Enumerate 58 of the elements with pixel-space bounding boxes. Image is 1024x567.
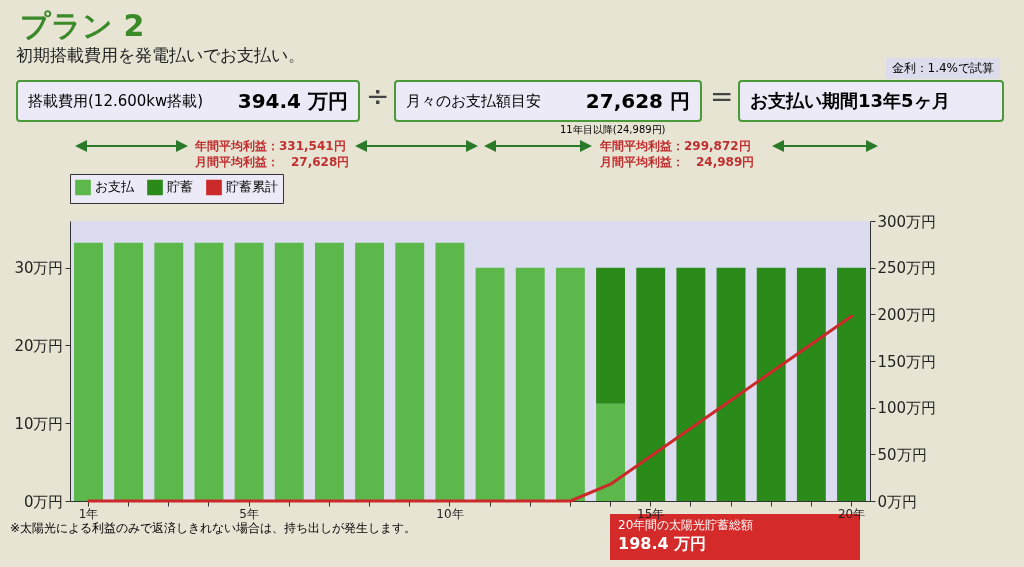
bar xyxy=(274,242,304,501)
bar xyxy=(716,267,746,501)
y-tick-label: 20万円 xyxy=(14,336,64,355)
text: ※太陽光による利益のみで返済しきれない場合は、持ち出しが発生します。 xyxy=(10,520,417,537)
bar xyxy=(555,267,585,501)
bar xyxy=(314,242,344,501)
text: 月間平均利益： 24,989円 xyxy=(600,154,755,171)
text: 月間平均利益： 27,628円 xyxy=(195,154,350,171)
text: ÷ xyxy=(366,80,390,113)
text: 年間平均利益：299,872円 xyxy=(600,138,751,155)
y2-tick-label: 300万円 xyxy=(877,212,937,231)
legend-label: 貯蓄累計 xyxy=(226,179,278,195)
bar xyxy=(796,267,826,501)
text: 394.4 万円 xyxy=(237,87,348,115)
bar xyxy=(395,242,425,501)
x-tick-label: 1年 xyxy=(78,506,99,521)
x-tick-label: 5年 xyxy=(239,506,259,521)
bar xyxy=(234,242,264,501)
text: 198.4 万円 xyxy=(618,534,708,555)
chart-subtitle: 初期搭載費用を発電払いでお支払い。 xyxy=(16,44,305,67)
bar xyxy=(114,242,144,501)
bar xyxy=(676,267,706,501)
bar xyxy=(837,267,866,501)
bar xyxy=(74,242,103,501)
chart-title: プラン 2 xyxy=(20,8,145,43)
text: = xyxy=(710,80,734,113)
y-tick-label: 30万円 xyxy=(14,259,64,278)
y-tick-label: 10万円 xyxy=(14,414,64,433)
y2-tick-label: 150万円 xyxy=(877,352,937,371)
bar xyxy=(515,267,545,501)
text: 11年目以降(24,989円) xyxy=(560,123,666,137)
y2-tick-label: 50万円 xyxy=(877,445,927,464)
text: 20年間の太陽光貯蓄総額 xyxy=(618,518,754,532)
legend-label: 貯蓄 xyxy=(167,179,193,195)
text: 金利：1.4%で試算 xyxy=(885,58,1000,79)
text: 27,628 円 xyxy=(585,87,690,115)
bar xyxy=(636,267,666,501)
bar xyxy=(435,242,465,501)
y2-tick-label: 200万円 xyxy=(877,305,937,324)
text: 年間平均利益：331,541円 xyxy=(195,138,346,155)
text: 搭載費用(12.600kw搭載) xyxy=(28,91,204,111)
bar xyxy=(194,242,224,501)
text: お支払い期間13年5ヶ月 xyxy=(750,89,950,113)
bar xyxy=(756,267,786,501)
bar xyxy=(596,403,626,501)
legend-label: お支払 xyxy=(95,179,135,195)
bar xyxy=(154,242,184,501)
bar xyxy=(475,267,505,501)
bar xyxy=(596,267,626,404)
y2-tick-label: 0万円 xyxy=(877,492,918,511)
y2-tick-label: 100万円 xyxy=(877,399,937,418)
bar xyxy=(355,242,385,501)
x-tick-label: 10年 xyxy=(436,506,464,521)
x-tick-label: 20年 xyxy=(837,506,866,521)
y-tick-label: 0万円 xyxy=(23,492,64,511)
line-series xyxy=(86,314,854,503)
y2-tick-label: 250万円 xyxy=(877,259,937,278)
text: 月々のお支払額目安 xyxy=(406,91,541,111)
